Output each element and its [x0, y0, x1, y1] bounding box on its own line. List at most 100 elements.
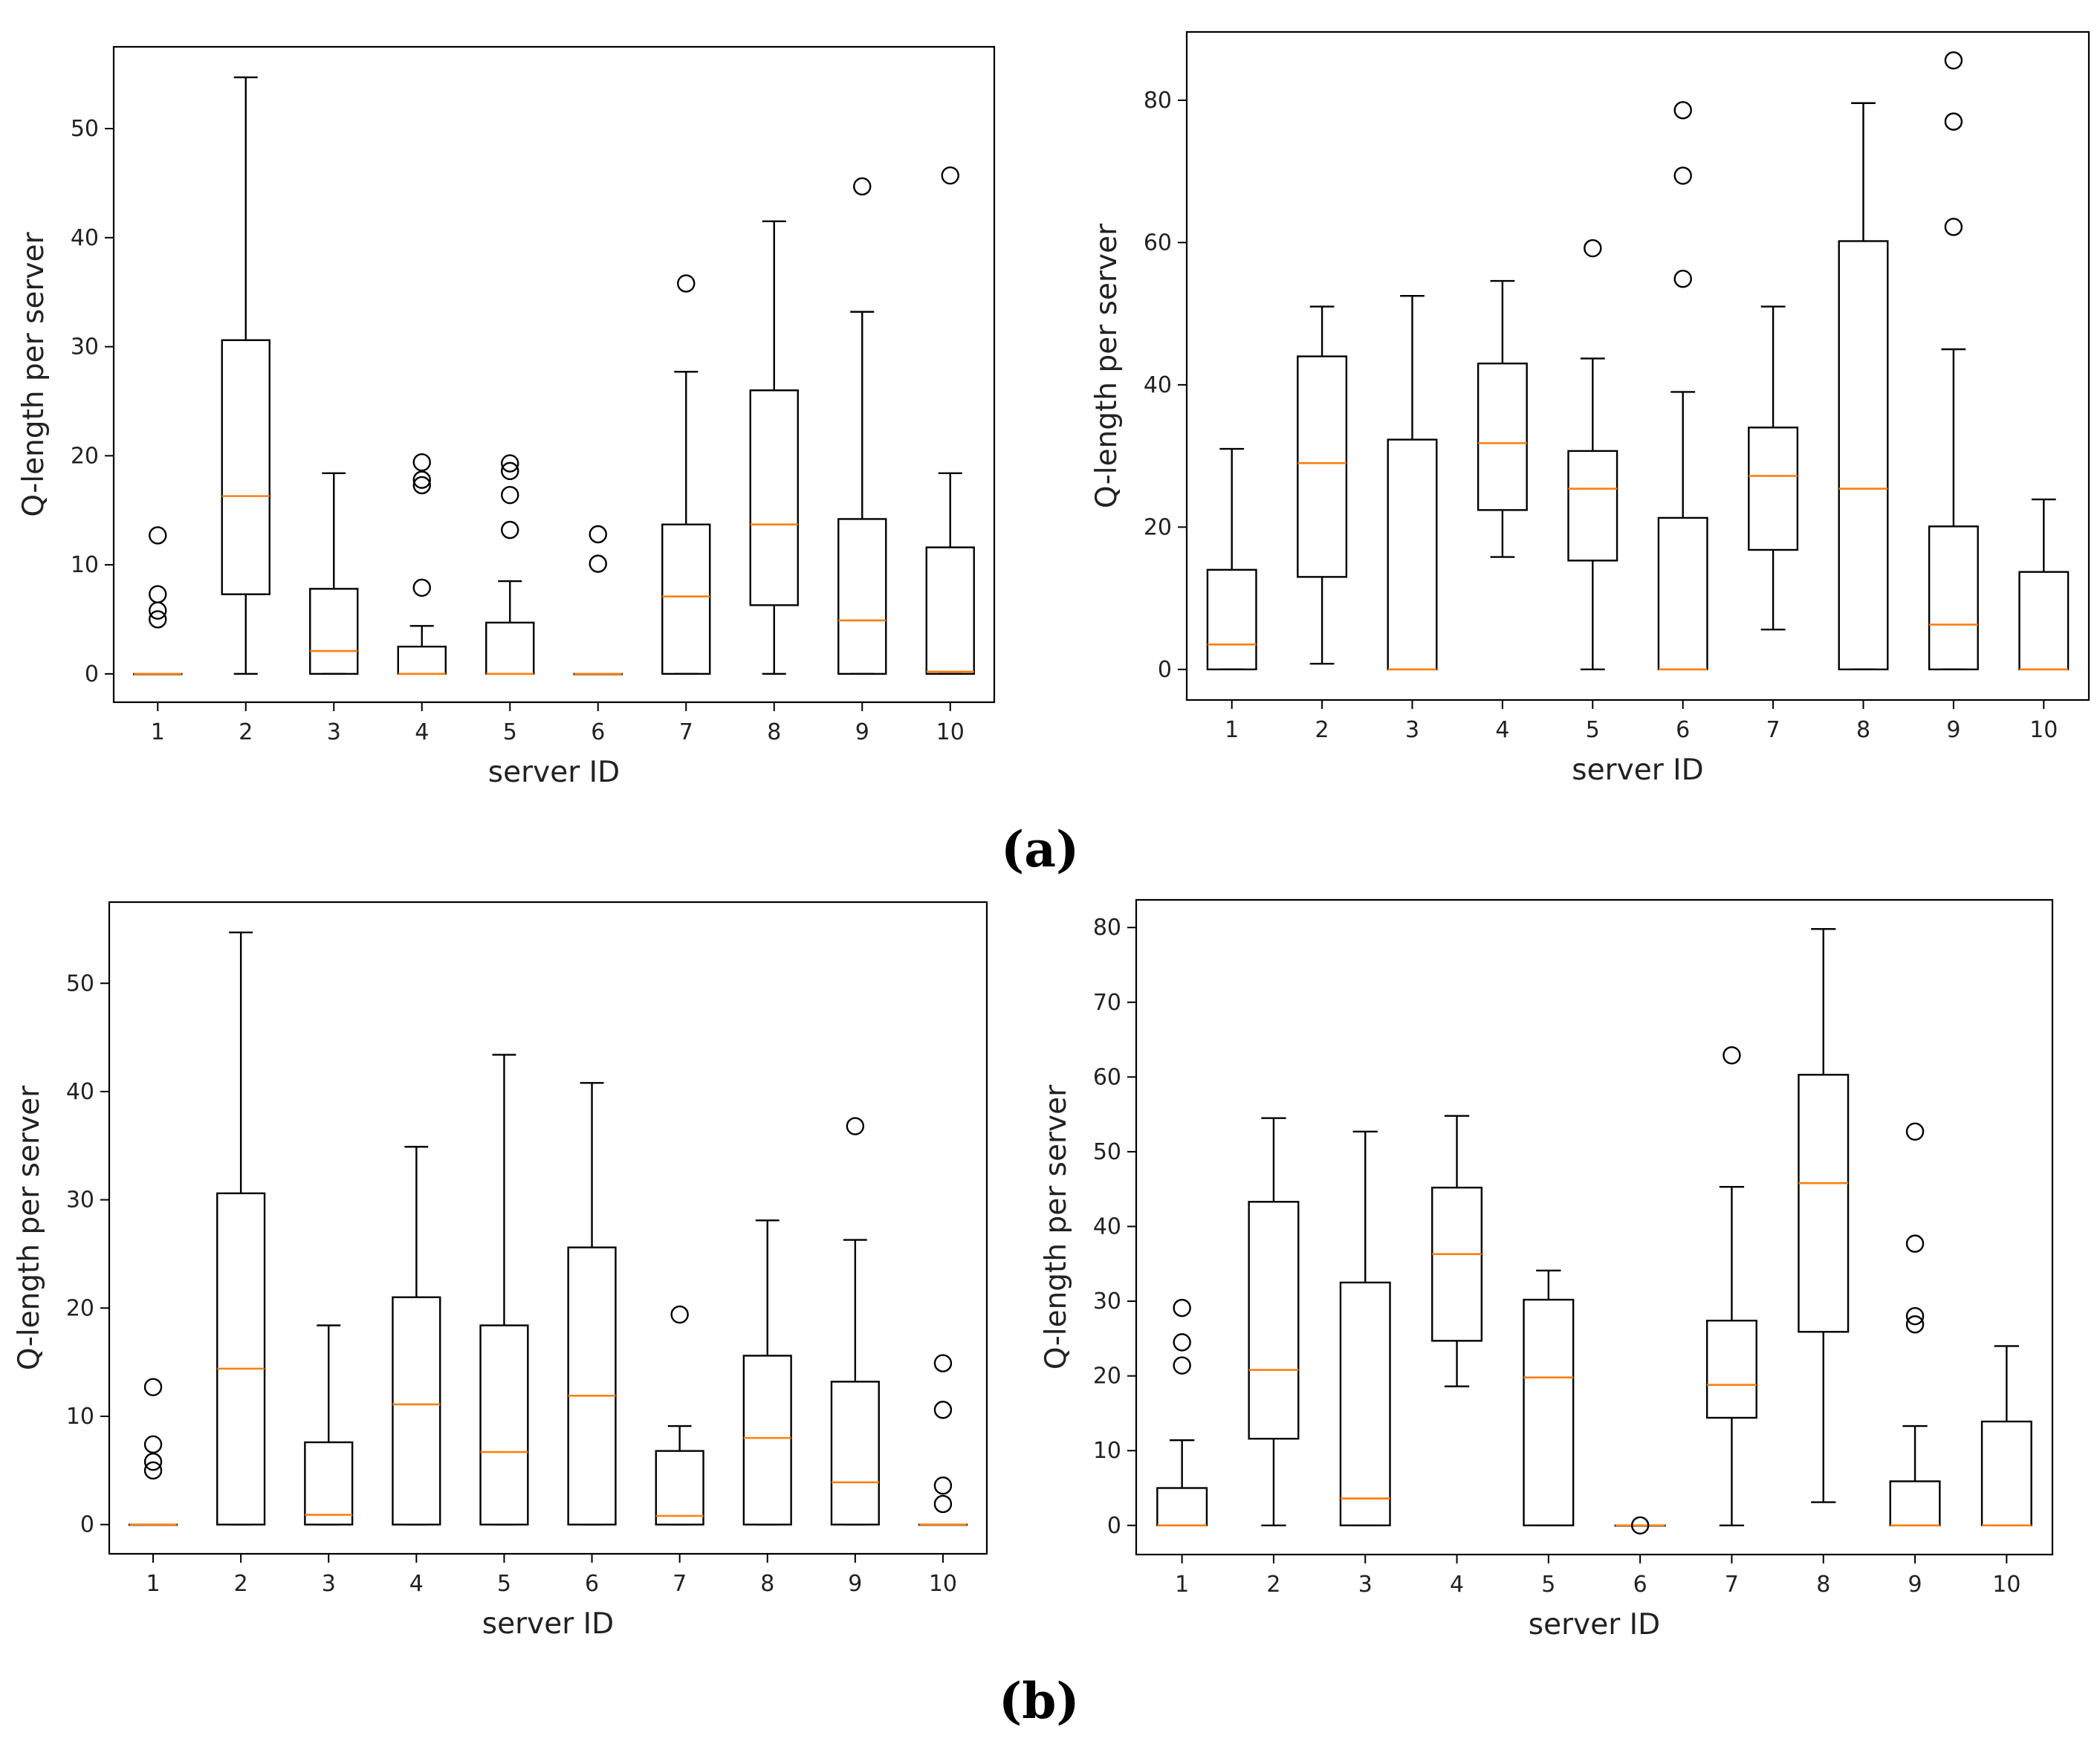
- outlier-point: [1723, 1046, 1741, 1065]
- y-tick-label: 60: [1093, 1064, 1121, 1090]
- boxplot-chart-a-right: 0 20 40 60 80 1 2 3 4 5 6 7 8 9 10 server ID Q-length pe…: [1090, 30, 2090, 787]
- x-tick-label: 4: [415, 719, 429, 745]
- x-tick-label: 3: [1405, 717, 1419, 743]
- box-body: [1431, 1186, 1483, 1342]
- outlier-point: [1944, 51, 1963, 70]
- y-tick-label: 80: [1144, 88, 1172, 114]
- box-body: [304, 1441, 354, 1526]
- box-4: [397, 453, 447, 675]
- outlier-point: [1944, 112, 1963, 131]
- box-body: [479, 1324, 529, 1526]
- box-6: [567, 1082, 617, 1526]
- x-tick-label: 1: [151, 719, 165, 745]
- box-7: [1705, 1046, 1757, 1526]
- box-8: [749, 220, 799, 675]
- outlier-point: [412, 578, 431, 597]
- x-tick-label: 4: [409, 1571, 424, 1597]
- box-8: [1798, 928, 1850, 1503]
- y-axis-title: Q-length per server: [13, 1085, 46, 1370]
- y-tick-label: 80: [1093, 915, 1121, 941]
- x-tick-label: 2: [1266, 1572, 1280, 1598]
- box-body: [221, 339, 270, 595]
- box-body: [397, 645, 447, 675]
- box-body: [1838, 240, 1889, 671]
- plot-frame: [108, 901, 988, 1555]
- x-tick-label: 4: [1450, 1572, 1464, 1598]
- x-tick-label: 9: [855, 719, 869, 745]
- outlier-point: [143, 1461, 163, 1480]
- outlier-point: [1673, 270, 1692, 288]
- box-body: [742, 1355, 792, 1526]
- y-tick-label: 20: [71, 443, 99, 469]
- caption-a: (a): [1001, 820, 1080, 878]
- box-4: [1431, 1115, 1483, 1387]
- x-tick-label: 6: [585, 1571, 599, 1597]
- x-tick-label: 5: [1586, 717, 1600, 743]
- x-tick-label: 3: [1358, 1572, 1373, 1598]
- box-10: [2018, 498, 2070, 671]
- box-body: [1206, 568, 1257, 671]
- y-tick-label: 50: [66, 970, 94, 996]
- box-6: [1657, 101, 1708, 671]
- box-body: [2018, 571, 2070, 671]
- outlier-point: [933, 1401, 953, 1419]
- box-6: [573, 525, 623, 675]
- box-3: [309, 472, 359, 675]
- outlier-point: [941, 166, 959, 185]
- box-3: [1387, 294, 1438, 671]
- box-body: [655, 1450, 704, 1526]
- y-tick-label: 10: [71, 552, 99, 578]
- outlier-point: [677, 274, 696, 293]
- box-body: [309, 588, 359, 675]
- outlier-point: [589, 525, 607, 544]
- x-tick-label: 2: [234, 1571, 248, 1597]
- box-body: [925, 546, 975, 675]
- outlier-point: [412, 476, 431, 495]
- outlier-point: [1173, 1333, 1191, 1352]
- outlier-point: [501, 461, 519, 481]
- box-body: [749, 389, 799, 606]
- y-tick-label: 20: [1093, 1364, 1121, 1390]
- x-tick-label: 6: [1633, 1572, 1647, 1598]
- outlier-point: [1944, 218, 1963, 236]
- outlier-point: [933, 1494, 953, 1514]
- box-1: [1156, 1298, 1208, 1527]
- y-axis-title: Q-length per server: [1040, 1084, 1073, 1370]
- box-9: [837, 177, 887, 675]
- x-tick-label: 9: [1946, 717, 1960, 743]
- box-10: [918, 1354, 968, 1526]
- outlier-point: [149, 610, 167, 629]
- y-tick-label: 40: [66, 1079, 94, 1105]
- box-body: [567, 1246, 617, 1526]
- outlier-point: [1673, 166, 1692, 185]
- boxplot-chart-b-left: 0 10 20 30 40 50 1 2 3 4 5 6 7 8 9 10 server ID Q-length …: [13, 901, 988, 1641]
- box-body: [1156, 1487, 1208, 1526]
- box-body: [1567, 450, 1618, 562]
- box-body: [830, 1381, 880, 1526]
- x-axis-title: server ID: [488, 756, 620, 789]
- caption-b: (b): [999, 1672, 1080, 1730]
- y-tick-label: 0: [85, 661, 99, 687]
- outlier-point: [1173, 1298, 1191, 1317]
- box-5: [1523, 1269, 1575, 1526]
- box-10: [1980, 1345, 2032, 1527]
- x-tick-label: 7: [1725, 1572, 1739, 1598]
- x-tick-label: 5: [1541, 1572, 1555, 1598]
- box-body: [1798, 1074, 1850, 1333]
- box-body: [1297, 355, 1348, 578]
- box-body: [1248, 1201, 1300, 1440]
- y-tick-label: 40: [1144, 372, 1172, 398]
- box-8: [742, 1219, 792, 1526]
- x-tick-label: 1: [1175, 1572, 1189, 1598]
- y-tick-label: 40: [1093, 1213, 1121, 1239]
- outlier-point: [501, 454, 519, 473]
- outlier-point: [143, 1435, 163, 1454]
- y-axis-title: Q-length per server: [1090, 223, 1124, 508]
- outlier-point: [412, 453, 431, 472]
- box-10: [925, 166, 975, 675]
- x-tick-label: 10: [2029, 717, 2058, 743]
- outlier-point: [1630, 1516, 1650, 1534]
- box-body: [485, 621, 535, 675]
- x-tick-label: 1: [146, 1571, 161, 1597]
- box-1: [128, 1378, 178, 1526]
